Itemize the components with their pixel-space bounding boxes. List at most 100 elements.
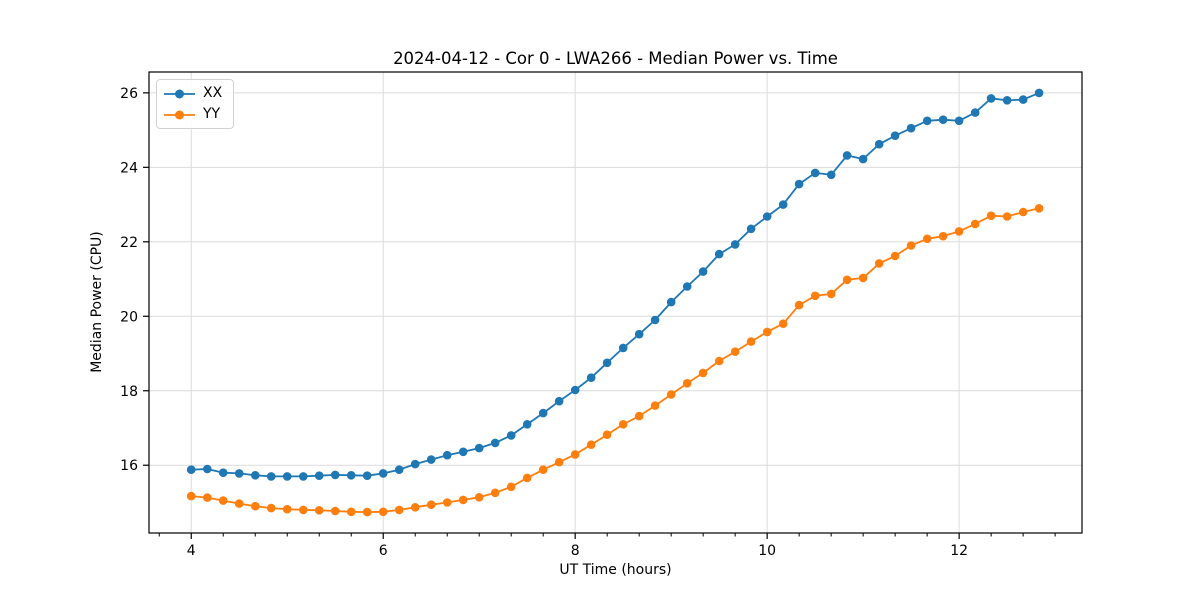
- data-point-xx: [922, 116, 932, 126]
- data-point-xx: [682, 282, 692, 291]
- data-point-yy: [986, 211, 996, 220]
- data-point-xx: [970, 108, 980, 117]
- data-point-yy: [618, 420, 628, 429]
- data-point-yy: [314, 506, 324, 515]
- y-axis-label: Median Power (CPU): [89, 231, 105, 373]
- data-point-xx: [362, 471, 372, 481]
- data-point-yy: [858, 273, 868, 283]
- data-point-xx: [698, 267, 708, 276]
- data-point-xx: [378, 469, 388, 478]
- data-point-xx: [762, 212, 772, 221]
- data-point-xx: [282, 472, 292, 481]
- data-point-xx: [730, 240, 740, 249]
- data-point-xx: [778, 200, 788, 209]
- data-point-yy: [394, 505, 404, 515]
- y-tick-label: 20: [120, 309, 138, 325]
- data-point-yy: [1034, 204, 1044, 213]
- data-point-yy: [554, 457, 564, 467]
- data-point-yy: [586, 440, 596, 450]
- data-point-xx: [1002, 96, 1012, 105]
- legend: XX YY: [156, 79, 235, 129]
- data-point-xx: [394, 465, 404, 475]
- legend-entry-yy: YY: [164, 105, 222, 124]
- data-point-xx: [1018, 95, 1028, 104]
- data-point-xx: [330, 470, 340, 480]
- data-point-yy: [778, 319, 788, 329]
- data-point-xx: [266, 472, 276, 481]
- data-point-xx: [346, 471, 356, 480]
- y-tick-label: 24: [120, 160, 138, 176]
- y-tick-label: 18: [120, 384, 138, 400]
- y-tick-label: 22: [120, 235, 138, 251]
- data-point-xx: [554, 396, 564, 406]
- data-point-yy: [906, 241, 916, 250]
- data-point-xx: [858, 154, 868, 164]
- x-tick-label: 4: [187, 543, 196, 559]
- legend-label-yy: YY: [203, 106, 221, 122]
- data-point-yy: [410, 503, 420, 512]
- data-point-yy: [890, 251, 900, 261]
- data-point-yy: [842, 275, 852, 285]
- data-point-xx: [826, 170, 836, 180]
- data-point-xx: [666, 297, 676, 307]
- x-axis-label: UT Time (hours): [559, 562, 672, 578]
- data-point-yy: [682, 379, 692, 388]
- data-point-yy: [266, 503, 276, 513]
- data-point-yy: [698, 368, 708, 378]
- data-point-xx: [538, 408, 548, 418]
- data-point-yy: [218, 496, 228, 505]
- data-point-yy: [490, 488, 500, 498]
- data-point-xx: [714, 249, 724, 259]
- data-point-yy: [378, 507, 388, 517]
- data-point-xx: [634, 329, 644, 339]
- legend-swatch-yy-icon: [164, 110, 195, 119]
- data-point-xx: [650, 315, 660, 325]
- data-point-yy: [810, 291, 820, 301]
- x-tick-label: 10: [758, 543, 776, 559]
- data-point-yy: [346, 507, 356, 517]
- data-point-xx: [618, 343, 628, 353]
- data-point-yy: [602, 430, 612, 440]
- data-point-xx: [986, 94, 996, 103]
- legend-entry-xx: XX: [164, 84, 222, 103]
- data-point-xx: [410, 459, 420, 469]
- data-point-xx: [490, 438, 500, 448]
- data-point-yy: [442, 498, 452, 507]
- data-point-xx: [474, 443, 484, 453]
- legend-swatch-xx-icon: [164, 89, 195, 98]
- data-point-yy: [762, 327, 772, 337]
- data-point-xx: [746, 224, 756, 234]
- data-point-yy: [203, 493, 212, 502]
- data-point-yy: [299, 505, 308, 515]
- x-tick-label: 6: [379, 543, 388, 559]
- data-point-xx: [314, 471, 324, 481]
- data-point-yy: [970, 219, 980, 229]
- data-point-xx: [522, 420, 532, 429]
- data-point-yy: [714, 356, 724, 366]
- y-tick-label: 16: [120, 458, 138, 474]
- data-point-xx: [586, 373, 596, 383]
- data-point-xx: [1034, 88, 1044, 98]
- data-point-xx: [570, 385, 580, 395]
- data-point-xx: [890, 131, 900, 140]
- data-point-xx: [954, 116, 964, 126]
- x-tick-label: 12: [950, 543, 968, 559]
- data-point-yy: [458, 495, 468, 505]
- data-point-xx: [810, 168, 820, 178]
- data-point-yy: [1002, 212, 1012, 221]
- data-point-yy: [570, 450, 580, 459]
- data-point-yy: [506, 482, 516, 492]
- data-point-yy: [874, 259, 884, 268]
- data-point-xx: [602, 358, 612, 368]
- data-point-xx: [506, 431, 516, 440]
- data-point-yy: [282, 504, 292, 514]
- data-point-xx: [842, 151, 852, 160]
- plot-border: [148, 71, 1083, 534]
- y-tick-label: 26: [120, 86, 138, 102]
- series-line-xx: [191, 92, 1040, 478]
- x-tick-label: 8: [571, 543, 580, 559]
- data-point-yy: [186, 491, 196, 501]
- data-point-xx: [442, 450, 452, 460]
- data-point-yy: [251, 501, 260, 511]
- data-point-xx: [234, 469, 244, 478]
